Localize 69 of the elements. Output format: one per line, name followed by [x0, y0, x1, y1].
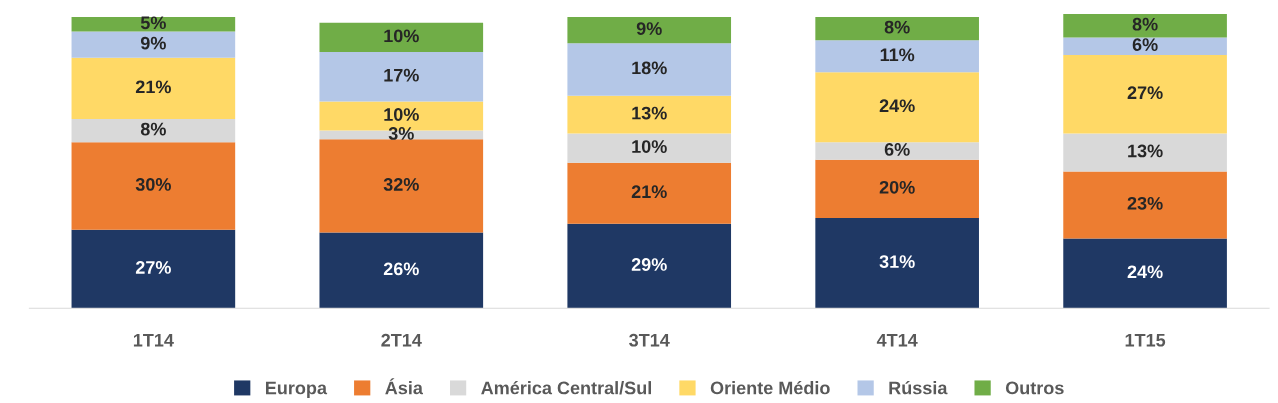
bar: [71, 17, 236, 32]
x-tick-label: 3T14: [629, 333, 670, 347]
bar: [815, 72, 979, 143]
bar: [1063, 238, 1227, 309]
data-label: 8%: [884, 20, 910, 34]
data-label: 5%: [140, 16, 166, 30]
data-label: 10%: [632, 140, 667, 153]
x-tick-label: 1T15: [1125, 333, 1166, 347]
bar: [815, 17, 979, 41]
data-label: 13%: [1128, 144, 1163, 158]
bar: [71, 229, 236, 309]
bar: [319, 139, 484, 233]
legend-label: Rússia: [889, 380, 948, 395]
data-label: 20%: [879, 180, 915, 194]
bar: [1063, 14, 1227, 38]
data-label: 9%: [636, 22, 662, 35]
data-label: 31%: [879, 255, 915, 269]
data-label: 32%: [383, 178, 419, 191]
data-label: 24%: [879, 99, 915, 113]
x-tick-label: 2T14: [381, 333, 422, 347]
bar: [567, 17, 732, 44]
bar: [815, 159, 979, 218]
data-label: 10%: [384, 29, 419, 43]
bar: [319, 22, 484, 52]
bar: [567, 162, 732, 224]
bar: [567, 95, 732, 134]
bar: [567, 223, 732, 309]
bar: [815, 40, 979, 73]
x-tick-label: 1T14: [133, 333, 174, 347]
data-label: 29%: [631, 258, 667, 271]
bar: [1063, 37, 1227, 55]
legend-label: Outros: [1005, 381, 1064, 395]
bar: [1063, 171, 1227, 239]
data-label: 13%: [632, 106, 667, 120]
legend-label: Oriente Médio: [710, 380, 830, 395]
data-label: 21%: [631, 185, 667, 199]
data-label: 6%: [1132, 38, 1158, 51]
bar: [1063, 133, 1227, 172]
data-label: 8%: [1132, 17, 1158, 31]
bar: [71, 118, 236, 143]
bar: [319, 51, 484, 102]
bar: [815, 142, 979, 160]
data-label: 21%: [135, 80, 171, 94]
bar: [71, 57, 236, 119]
data-label: 30%: [135, 178, 171, 191]
x-tick-label: 4T14: [876, 333, 918, 347]
data-label: 27%: [1127, 86, 1163, 100]
legend-label: Europa: [265, 381, 328, 398]
data-label: 9%: [140, 36, 166, 50]
data-label: 17%: [384, 68, 419, 82]
bar: [71, 31, 236, 58]
data-label: 6%: [884, 143, 910, 156]
bar: [567, 133, 732, 163]
data-label: 24%: [1127, 265, 1163, 279]
data-label: 26%: [383, 262, 419, 276]
bar: [1063, 54, 1227, 134]
data-label: 23%: [1127, 196, 1163, 210]
data-label: 27%: [135, 261, 171, 274]
bar: [71, 142, 236, 230]
data-label: 18%: [632, 61, 667, 75]
bar: [567, 43, 732, 96]
data-label: 11%: [880, 48, 915, 62]
data-label: 8%: [140, 122, 166, 136]
legend-label: América Central/Sul: [481, 380, 651, 395]
data-label: 3%: [388, 127, 414, 140]
bar: [815, 218, 979, 309]
data-label: 10%: [384, 108, 419, 121]
legend-label: Ásia: [385, 378, 424, 395]
bar: [319, 232, 484, 309]
